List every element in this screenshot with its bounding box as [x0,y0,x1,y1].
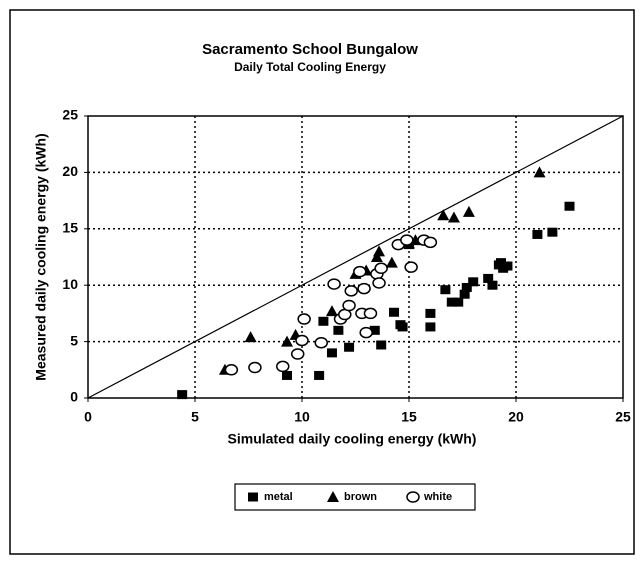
point [564,201,575,211]
point [325,305,338,317]
point [372,277,386,289]
point [244,331,257,343]
point [290,348,305,360]
point [437,209,450,221]
point [453,297,464,307]
legend-marker [406,491,420,503]
legend-label: brown [344,491,377,503]
point [370,251,383,262]
legend-label: metal [264,491,293,503]
point [376,340,387,350]
point [487,280,498,290]
point [532,229,543,239]
point [483,273,494,283]
chart-title: Sacramento School Bungalow [202,41,418,58]
point [404,261,418,273]
point [468,277,479,287]
point [282,370,293,380]
point [425,322,436,332]
point [459,289,470,299]
point [177,390,188,400]
legend-box [234,483,476,511]
point [496,258,507,268]
point [326,348,337,358]
point [353,265,367,278]
x-tick-label: 15 [401,409,417,425]
point [533,166,546,178]
point [374,262,388,275]
point [423,236,438,249]
x-tick-label: 20 [508,409,524,425]
point [327,278,341,290]
reference-line [87,115,624,399]
point [281,335,294,347]
point [385,256,398,268]
point [342,299,356,312]
point [462,205,475,217]
point [297,313,311,325]
legend-label: white [423,491,452,503]
point [425,308,436,318]
legend-marker [248,492,258,502]
x-axis-label: Simulated daily cooling energy (kWh) [228,431,477,447]
point [314,336,329,349]
point [359,326,373,339]
point [344,342,355,352]
point [461,282,472,292]
chart-subtitle: Daily Total Cooling Energy [234,60,386,74]
point [363,307,378,320]
point [333,325,344,335]
x-tick-label: 10 [294,409,310,425]
point [248,361,262,374]
point [447,211,460,223]
point [400,234,414,246]
y-tick-label: 5 [70,332,78,348]
point [369,325,380,335]
point [373,245,386,257]
point [397,322,408,332]
x-tick-label: 5 [191,409,199,425]
x-tick-label: 0 [84,409,92,425]
y-tick-label: 0 [70,389,78,405]
point [275,360,290,373]
y-tick-label: 25 [62,107,78,123]
point [314,370,325,380]
y-tick-label: 20 [62,163,78,179]
point [440,285,451,295]
plot-border [87,115,624,399]
point [224,364,239,376]
point [318,316,329,326]
y-tick-label: 10 [62,276,78,292]
legend-marker [327,491,339,502]
x-tick-label: 25 [615,409,631,425]
point [547,227,558,237]
y-tick-label: 15 [62,220,78,236]
point [295,334,309,347]
y-axis-label: Measured daily cooling energy (kWh) [33,133,49,380]
point [446,297,457,307]
point [389,307,400,317]
point [502,261,513,271]
point [357,282,371,295]
point [344,285,358,297]
legend: metal brown white [234,483,476,511]
